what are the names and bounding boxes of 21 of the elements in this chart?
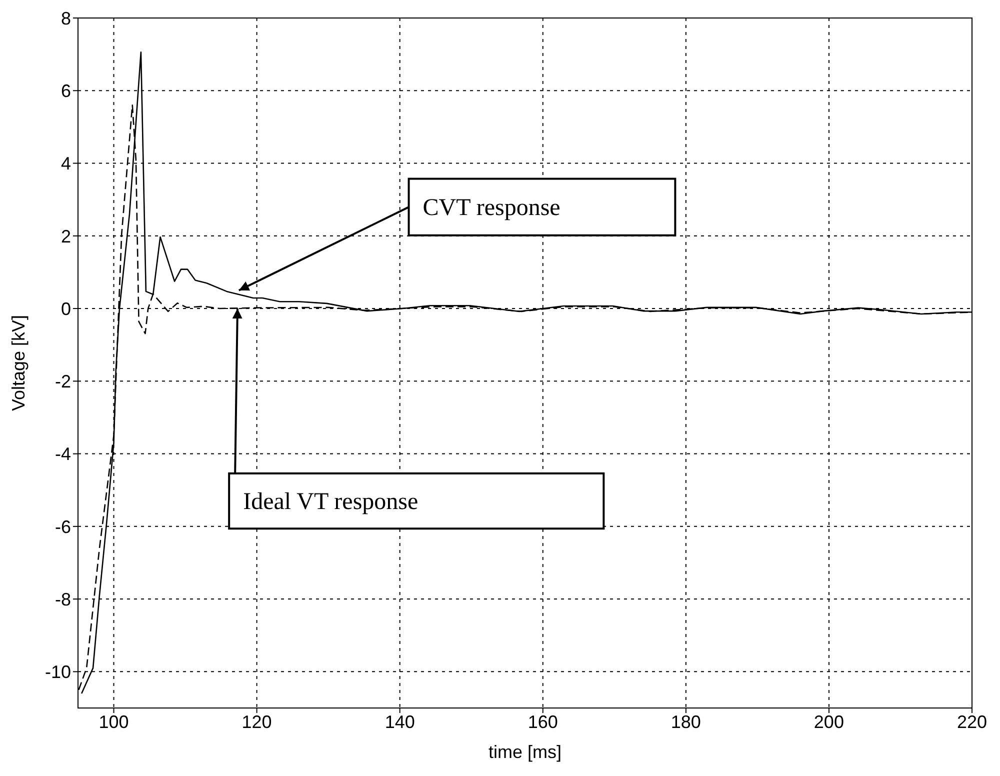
x-axis-title: time [ms] xyxy=(488,742,562,762)
x-tick-label: 220 xyxy=(956,712,988,732)
x-tick-label: 140 xyxy=(384,712,415,732)
y-tick-label: -10 xyxy=(44,662,71,682)
x-tick-label: 180 xyxy=(670,712,701,732)
y-tick-label: 8 xyxy=(60,8,71,28)
y-tick-label: -4 xyxy=(54,444,71,464)
x-tick-label: 160 xyxy=(528,712,558,732)
y-tick-label: 2 xyxy=(60,226,71,246)
y-tick-label: 6 xyxy=(60,81,71,102)
x-tick-label: 100 xyxy=(98,712,129,732)
y-tick-label: 4 xyxy=(60,154,71,174)
x-tick-label: 200 xyxy=(814,712,844,732)
y-tick-label: -8 xyxy=(54,589,71,610)
annotation: Ideal VT response xyxy=(243,489,418,515)
y-tick-label: -2 xyxy=(54,372,71,392)
y-tick-label: 0 xyxy=(60,298,71,319)
x-tick-label: 120 xyxy=(242,712,272,732)
y-axis-title: Voltage [kV] xyxy=(8,314,28,412)
annotation: CVT response xyxy=(422,195,560,222)
y-tick-label: -6 xyxy=(54,516,71,537)
